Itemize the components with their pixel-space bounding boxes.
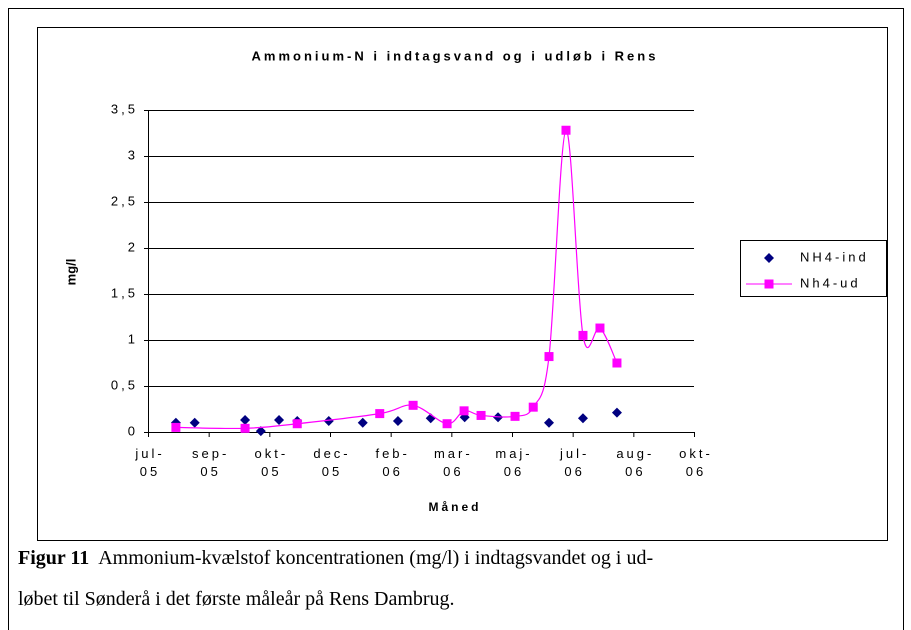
caption: Figur 11 Ammonium-kvælstof koncentration… [18, 547, 653, 570]
marker [476, 410, 486, 420]
y-tick-label: 0,5 [111, 377, 138, 392]
y-axis-label: mg/l [63, 259, 78, 286]
x-tick-label: okt-05 [254, 446, 289, 479]
series-line [175, 129, 618, 430]
caption-line: løbet til Sønderå i det første måleår på… [18, 588, 455, 610]
marker [323, 415, 334, 426]
marker [240, 415, 251, 426]
caption: løbet til Sønderå i det første måleår på… [18, 588, 455, 611]
x-tick-label: maj-06 [495, 446, 533, 479]
y-tick-label: 3,5 [111, 101, 138, 116]
marker [611, 407, 622, 418]
y-tick-label: 0 [128, 423, 138, 438]
y-tick-label: 2,5 [111, 193, 138, 208]
marker [764, 279, 774, 289]
marker [544, 417, 555, 428]
marker [510, 411, 520, 421]
marker [375, 409, 385, 419]
marker [595, 323, 605, 333]
marker [392, 415, 403, 426]
marker [578, 330, 588, 340]
x-tick-label: mar-06 [433, 446, 473, 479]
marker [561, 125, 571, 135]
marker [544, 352, 554, 362]
marker [764, 253, 774, 263]
y-tick-label: 1 [128, 331, 138, 346]
y-tick-label: 2 [128, 239, 138, 254]
x-tick-label: jul-06 [559, 446, 590, 479]
marker [459, 406, 469, 416]
marker [292, 419, 302, 429]
legend-label: Nh4-ud [800, 275, 861, 290]
marker [577, 413, 588, 424]
marker [240, 423, 250, 433]
x-axis-label: Måned [428, 500, 481, 514]
caption-line: Ammonium-kvælstof koncentrationen (mg/l)… [98, 547, 654, 569]
marker [357, 417, 368, 428]
marker [274, 415, 285, 426]
y-tick-label: 1,5 [111, 285, 138, 300]
x-tick-label: jul-05 [135, 446, 165, 479]
marker [408, 400, 418, 410]
marker [528, 402, 538, 412]
x-tick-label: feb-06 [375, 446, 410, 479]
x-tick-label: dec-05 [313, 446, 351, 479]
marker [612, 358, 622, 368]
x-tick-label: aug-06 [616, 446, 655, 479]
marker [189, 417, 200, 428]
x-tick-label: sep-05 [192, 446, 230, 479]
legend-label: NH4-ind [800, 249, 869, 264]
x-tick-label: okt-06 [679, 446, 713, 479]
marker [171, 422, 181, 432]
figure-frame [8, 8, 904, 630]
chart-title: Ammonium-N i indtagsvand og i udløb i Re… [252, 48, 659, 63]
y-tick-label: 3 [128, 147, 138, 162]
marker [442, 419, 452, 429]
marker [255, 426, 266, 437]
caption-label: Figur 11 [18, 547, 90, 569]
